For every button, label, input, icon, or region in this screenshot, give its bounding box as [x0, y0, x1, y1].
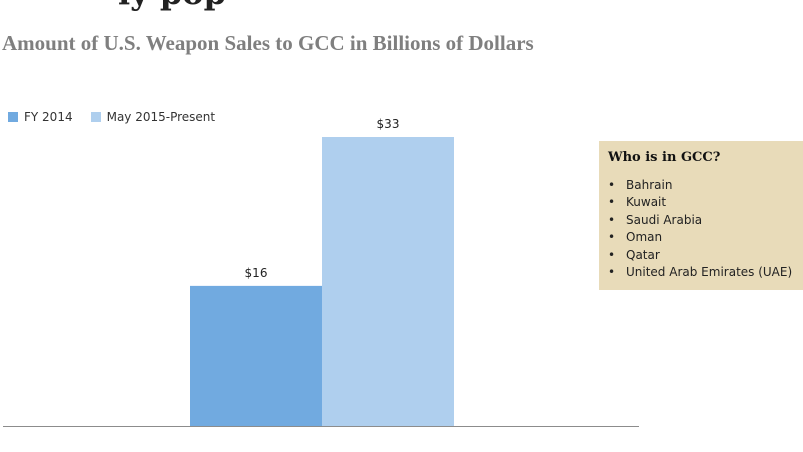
info-box-title: Who is in GCC? [608, 150, 721, 165]
cut-off-heading: ly pop [118, 0, 226, 12]
gcc-info-box: Who is in GCC? • Bahrain • Kuwait • Saudi A… [599, 141, 803, 290]
legend-swatch-may2015 [90, 112, 101, 122]
legend-item-fy2014: FY 2014 [8, 110, 73, 124]
bullet-icon: • [608, 212, 616, 227]
list-item: • Oman [608, 229, 803, 246]
member-name: Qatar [626, 247, 660, 262]
member-name: United Arab Emirates (UAE) [626, 264, 793, 279]
bar-value-label-fy2014: $16 [245, 266, 268, 280]
legend-swatch-fy2014 [8, 112, 18, 122]
gcc-member-list: • Bahrain • Kuwait • Saudi Arabia • Oman • Qa… [608, 177, 803, 281]
bullet-icon: • [608, 230, 616, 245]
legend-label-may2015: May 2015-Present [106, 110, 216, 124]
member-name: Kuwait [626, 195, 667, 210]
chart-legend: FY 2014 May 2015-Present [8, 110, 233, 124]
list-item: • Bahrain [608, 177, 803, 194]
list-item: • Qatar [608, 247, 803, 264]
list-item: • Kuwait [608, 194, 803, 211]
bar-fy2014 [190, 285, 322, 426]
legend-item-may2015: May 2015-Present [90, 110, 216, 124]
chart-title: Amount of U.S. Weapon Sales to GCC in Bi… [2, 31, 534, 55]
member-name: Saudi Arabia [626, 212, 703, 227]
bullet-icon: • [608, 264, 616, 279]
bullet-icon: • [608, 195, 616, 210]
bullet-icon: • [608, 178, 616, 192]
list-item: • Saudi Arabia [608, 212, 803, 229]
legend-label-fy2014: FY 2014 [24, 110, 73, 124]
bullet-icon: • [608, 247, 616, 262]
bar-value-label-may2015: $33 [377, 117, 400, 131]
list-item: • United Arab Emirates (UAE) [608, 264, 803, 281]
member-name: Bahrain [626, 178, 673, 192]
bar-may2015-present [322, 137, 454, 426]
member-name: Oman [626, 230, 663, 245]
